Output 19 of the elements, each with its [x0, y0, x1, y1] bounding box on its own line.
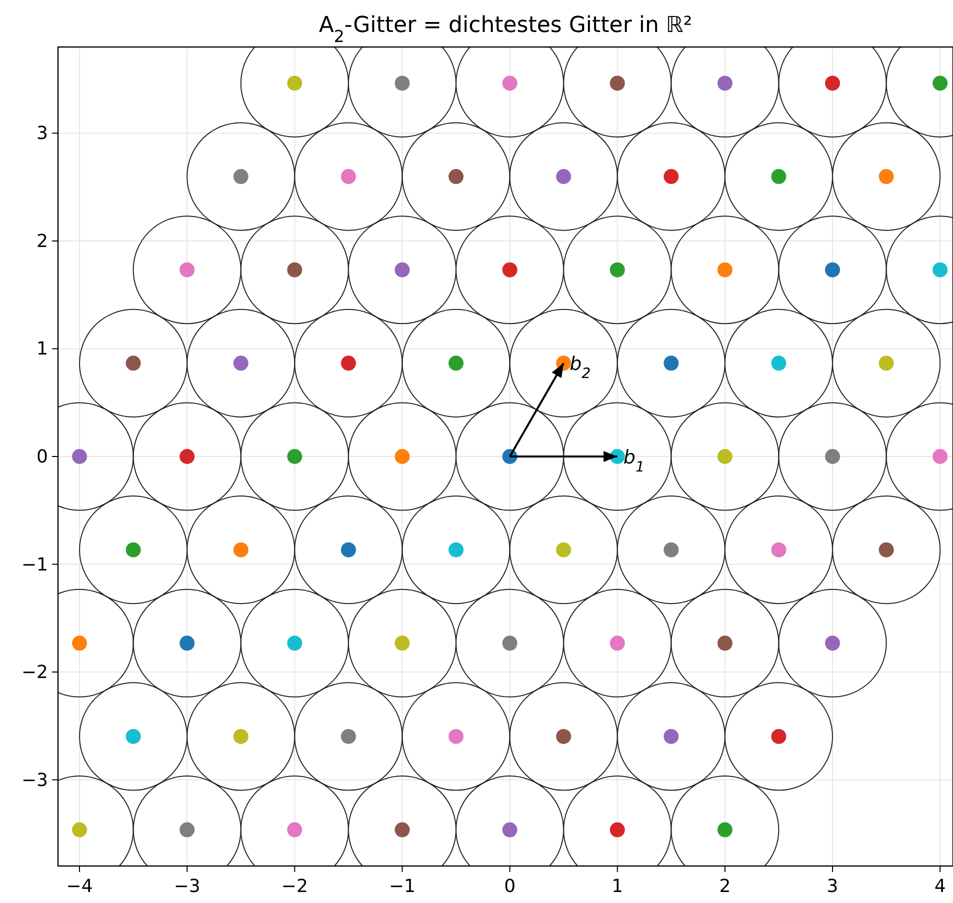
y-tick-label: −2: [21, 662, 48, 684]
x-tick-label: −3: [174, 876, 200, 897]
y-tick-label: 3: [36, 123, 48, 144]
y-tick-label: 2: [36, 230, 48, 252]
x-tick-label: 1: [612, 876, 624, 897]
x-tick-label: 3: [826, 876, 838, 897]
x-tick-label: 4: [934, 876, 946, 897]
x-tick-label: 0: [504, 876, 516, 897]
chart-title: A$_{2}$-Gitter = dichtestes Gitter in ℝ²: [318, 13, 692, 46]
annotation: b$_{2}$: [570, 353, 591, 382]
x-tick-label: −4: [66, 876, 93, 897]
x-tick-label: 2: [719, 876, 731, 897]
annotation: b$_{1}$: [623, 446, 645, 476]
y-tick-label: −1: [21, 554, 48, 576]
x-tick-label: −2: [281, 876, 308, 897]
y-tick-label: 1: [36, 338, 48, 360]
y-tick-label: 0: [36, 446, 48, 468]
y-tick-label: −3: [21, 770, 48, 791]
x-tick-label: −1: [388, 876, 416, 897]
